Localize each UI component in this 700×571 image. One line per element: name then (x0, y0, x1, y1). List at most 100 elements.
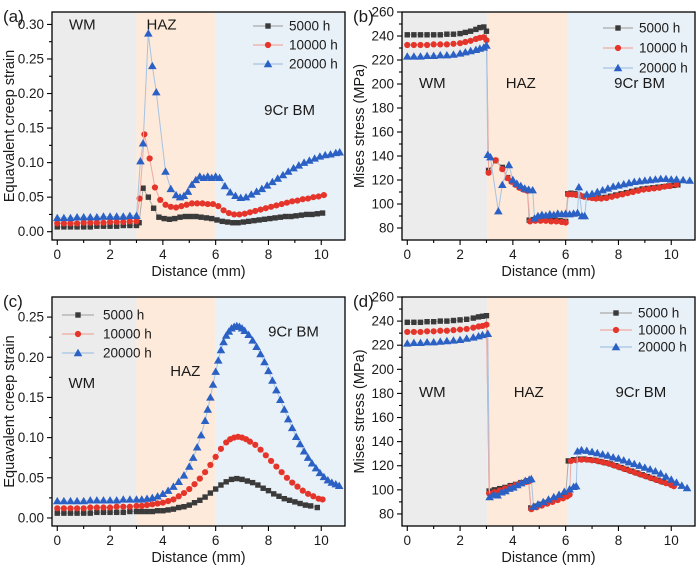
axis-ticks (47, 316, 322, 531)
y-tick-label: 100 (371, 482, 394, 497)
x-tick-label: 4 (509, 247, 517, 262)
x-tick-label: 2 (106, 533, 114, 548)
annotation-haz: HAZ (506, 75, 536, 92)
annotation-wm: WM (68, 375, 95, 392)
series-20000h (402, 329, 692, 510)
x-tick-label: 10 (314, 247, 329, 262)
legend-label: 20000 h (289, 57, 338, 72)
chart-a: 0 2 4 6 8 10 0.00 0.05 0.10 0.15 0.20 0.25 0.30 Dista… (2, 7, 346, 280)
y-tick-label: 240 (371, 314, 394, 329)
legend-a: 5000 h 10000 h 20000 h (253, 19, 338, 72)
x-tick-label: 8 (265, 533, 273, 548)
series-20000h (52, 29, 345, 222)
panel-tag-b: (b) (353, 7, 374, 26)
y-tick-label: 180 (371, 386, 394, 401)
annotation-9cr-bm: 9Cr BM (614, 75, 665, 92)
legend-label: 5000 h (638, 306, 679, 321)
series-20000h (402, 41, 695, 222)
y-tick-label: 0.20 (18, 350, 44, 365)
y-tick-label: 240 (371, 29, 394, 44)
y-axis-title: Mises stress (MPa) (352, 349, 368, 473)
x-tick-label: 2 (106, 247, 114, 262)
y-tick-label: 0.15 (18, 121, 44, 136)
y-tick-label: 80 (379, 506, 394, 521)
x-tick-label: 0 (404, 533, 412, 548)
y-tick-label: 0.00 (18, 510, 44, 525)
x-tick-label: 6 (212, 247, 220, 262)
x-axis-title: Distance (mm) (501, 550, 595, 566)
series-10000h (54, 131, 327, 227)
panel-a: 0 2 4 6 8 10 0.00 0.05 0.10 0.15 0.20 0.25 0.30 Dista… (0, 0, 350, 285)
annotation-wm: WM (419, 384, 446, 401)
y-tick-label: 0.30 (18, 17, 44, 32)
y-tick-label: 180 (371, 101, 394, 116)
annotation-9cr-bm: 9Cr BM (268, 324, 319, 341)
axis-ticks (397, 11, 672, 245)
legend-label: 10000 h (103, 327, 152, 342)
legend-label: 20000 h (638, 340, 687, 355)
plot-frame (401, 296, 696, 527)
x-tick-label: 4 (159, 533, 167, 548)
legend-label: 5000 h (289, 19, 330, 34)
y-tick-label: 260 (371, 290, 394, 305)
series-5000h (54, 475, 320, 516)
x-tick-label: 0 (54, 247, 62, 262)
y-axis-title: Equavalent creep strain (2, 50, 18, 202)
plot-frame (51, 296, 346, 527)
annotation-wm: WM (69, 16, 96, 33)
series-10000h (404, 321, 677, 513)
y-tick-label: 220 (371, 53, 394, 68)
y-tick-label: 220 (371, 338, 394, 353)
y-tick-label: 0.10 (18, 430, 44, 445)
x-tick-label: 0 (404, 247, 412, 262)
regions-b (402, 12, 695, 240)
legend-label: 10000 h (289, 38, 338, 53)
annotation-haz: HAZ (514, 384, 544, 401)
y-tick-label: 100 (371, 197, 394, 212)
series-20000h (52, 321, 344, 505)
y-tick-label: 160 (371, 410, 394, 425)
panel-tag-a: (a) (3, 7, 24, 26)
plot-frame (51, 11, 346, 241)
y-tick-label: 260 (371, 5, 394, 20)
y-tick-label: 200 (371, 77, 394, 92)
x-tick-label: 6 (212, 533, 220, 548)
chart-d: 0 2 4 6 8 10 80 100 120 140 160 180 200 220 240 260 Dist… (352, 290, 696, 566)
y-tick-label: 160 (371, 125, 394, 140)
x-tick-label: 6 (562, 533, 570, 548)
x-tick-label: 2 (456, 247, 464, 262)
panel-tag-d: (d) (353, 292, 374, 311)
legend-label: 10000 h (639, 41, 688, 56)
x-tick-label: 10 (314, 533, 329, 548)
y-tick-label: 120 (371, 458, 394, 473)
x-tick-label: 6 (562, 247, 570, 262)
y-axis-title: Equavalent creep strain (2, 335, 18, 487)
x-tick-label: 10 (664, 533, 679, 548)
x-tick-label: 0 (54, 533, 62, 548)
series-5000h (54, 185, 326, 230)
annotation-haz: HAZ (147, 16, 177, 33)
y-tick-label: 120 (371, 173, 394, 188)
legend-label: 20000 h (639, 61, 688, 76)
x-tick-label: 8 (615, 533, 623, 548)
panel-d: 0 2 4 6 8 10 80 100 120 140 160 180 200 220 240 260 Dist… (350, 285, 700, 571)
chart-b: 0 2 4 6 8 10 80 100 120 140 160 180 200 220 240 260 Dist… (352, 5, 696, 280)
series-10000h (404, 34, 680, 226)
legend-label: 5000 h (639, 21, 680, 36)
series-10000h (54, 433, 326, 512)
axis-ticks (397, 296, 672, 531)
y-tick-label: 200 (371, 362, 394, 377)
y-tick-label: 0.05 (18, 190, 44, 205)
legend-d: 5000 h 10000 h 20000 h (600, 306, 687, 355)
panel-c: 0 2 4 6 8 10 0.00 0.05 0.10 0.15 0.20 0.25 Distance … (0, 285, 350, 571)
x-tick-label: 8 (265, 247, 273, 262)
y-tick-label: 0.25 (18, 51, 44, 66)
legend-c: 5000 h 10000 h 20000 h (62, 308, 152, 361)
y-axis-title: Mises stress (MPa) (352, 64, 368, 188)
y-tick-label: 140 (371, 149, 394, 164)
y-tick-label: 80 (379, 221, 394, 236)
annotation-wm: WM (419, 75, 446, 92)
x-tick-label: 4 (509, 533, 517, 548)
annotation-haz: HAZ (170, 363, 200, 380)
